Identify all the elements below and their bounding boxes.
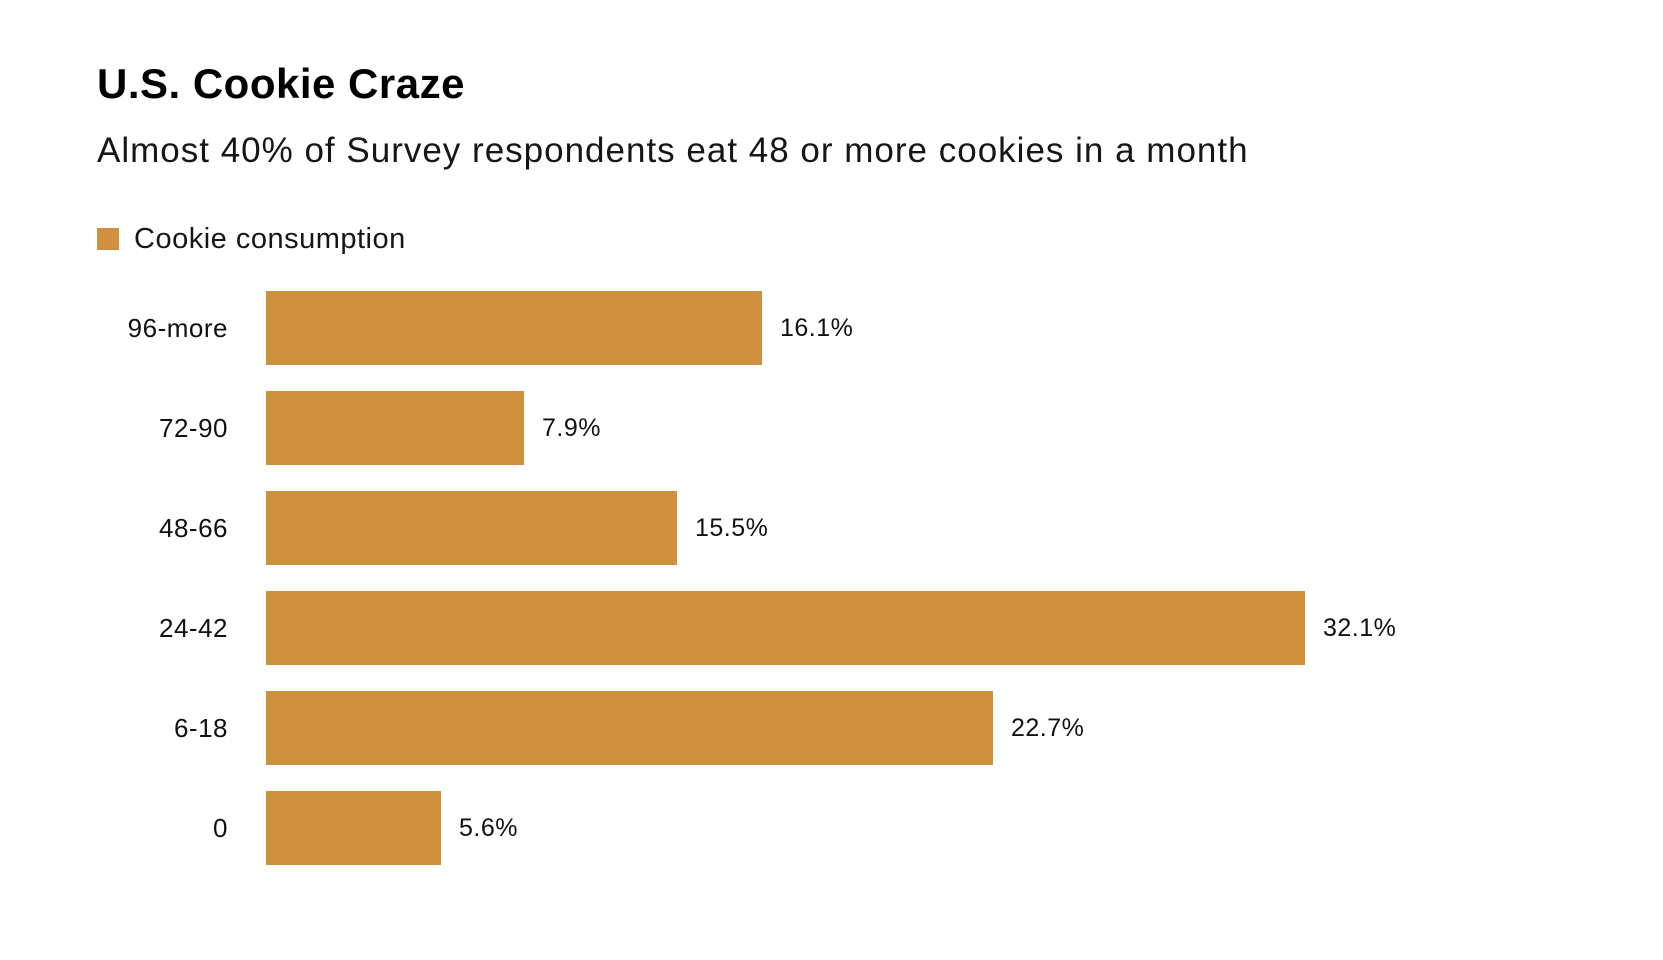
bar [266,591,1305,665]
category-label: 72-90 [159,412,228,443]
category-label: 48-66 [159,512,228,543]
bar-row: 72-90 7.9% [97,378,1663,478]
bar [266,491,677,565]
value-label: 16.1% [780,313,854,342]
bar-row: 96-more 16.1% [97,278,1663,378]
legend-label: Cookie consumption [134,222,406,255]
category-label: 6-18 [173,712,228,743]
category-label: 96-more [127,312,228,343]
bar [266,691,993,765]
bar-track: 16.1% [266,278,1663,378]
bar [266,791,441,865]
chart-title: U.S. Cookie Craze [97,60,465,107]
chart-subtitle: Almost 40% of Survey respondents eat 48 … [97,131,1249,170]
bar-row: 0 5.6% [97,778,1663,878]
bar-rows: 96-more 16.1% 72-90 7.9% 48-66 15.5% 24-… [97,278,1663,878]
legend: Cookie consumption [97,222,1663,255]
bar-track: 15.5% [266,478,1663,578]
value-label: 32.1% [1323,613,1397,642]
bar [266,291,762,365]
bar-track: 32.1% [266,578,1663,678]
value-label: 5.6% [459,813,518,842]
bar-track: 22.7% [266,678,1663,778]
value-label: 15.5% [695,513,769,542]
bar-track: 7.9% [266,378,1663,478]
bar-chart: 96-more 16.1% 72-90 7.9% 48-66 15.5% 24-… [97,278,1663,878]
legend-swatch-icon [97,228,119,250]
bar-row: 48-66 15.5% [97,478,1663,578]
bar-row: 6-18 22.7% [97,678,1663,778]
bar-row: 24-42 32.1% [97,578,1663,678]
value-label: 7.9% [542,413,601,442]
bar [266,391,524,465]
bar-track: 5.6% [266,778,1663,878]
category-label: 0 [213,812,228,843]
value-label: 22.7% [1011,713,1085,742]
category-label: 24-42 [159,612,228,643]
